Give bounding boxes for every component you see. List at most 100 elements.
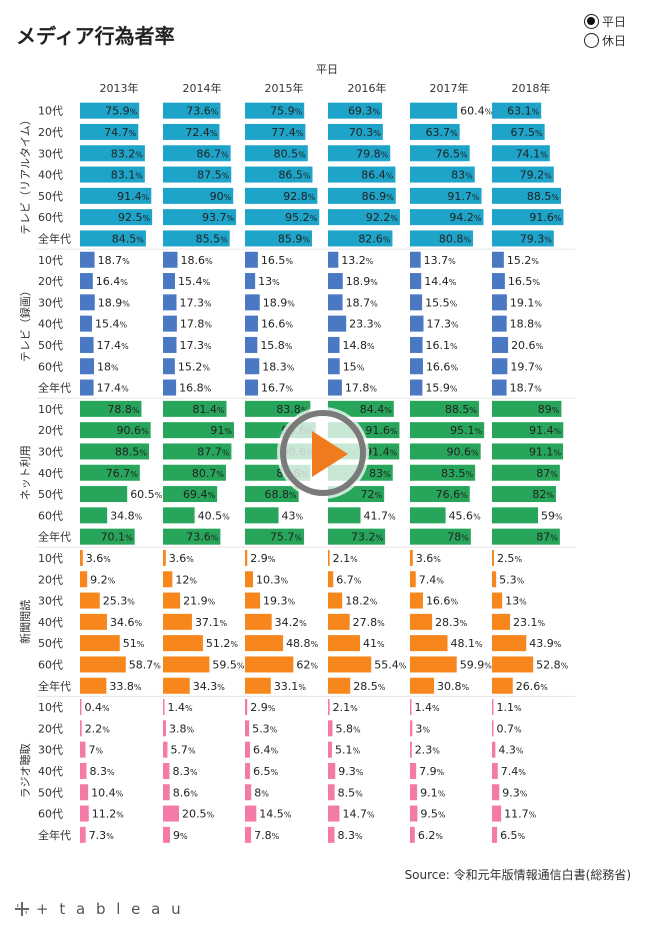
- radio-holiday-button[interactable]: [584, 33, 599, 48]
- data-label: 18.8%: [510, 318, 543, 331]
- data-label: 9.3%: [338, 765, 364, 778]
- data-label: 18.7%: [510, 382, 543, 395]
- data-label: 1.4%: [168, 701, 194, 714]
- data-label: 18.3%: [262, 360, 295, 373]
- bar: [492, 336, 509, 353]
- age-label: 50代: [38, 190, 63, 203]
- data-label: 91%: [210, 424, 232, 437]
- age-label: 50代: [38, 786, 63, 799]
- data-label: 93.7%: [202, 211, 235, 224]
- bar: [410, 400, 480, 417]
- bar: [328, 315, 347, 332]
- year-header: 2016年: [348, 81, 387, 95]
- data-label: 1.1%: [497, 701, 523, 714]
- bar: [163, 762, 170, 779]
- age-label: 40代: [38, 318, 63, 331]
- year-header: 2018年: [512, 81, 551, 95]
- bar: [492, 720, 494, 737]
- bar: [410, 741, 412, 758]
- data-label: 92.2%: [366, 211, 399, 224]
- data-label: 89%: [538, 403, 560, 416]
- bar: [410, 762, 417, 779]
- bar: [328, 826, 335, 843]
- data-label: 23.1%: [513, 616, 546, 629]
- data-label: 16.5%: [261, 254, 294, 267]
- data-label: 67.5%: [511, 126, 544, 139]
- radio-weekday-button[interactable]: [584, 14, 599, 29]
- group-label: 新聞閲読: [18, 600, 32, 644]
- data-label: 8.3%: [337, 829, 363, 842]
- group-label: ラジオ聴取: [19, 744, 32, 799]
- bar: [245, 145, 308, 162]
- data-label: 79.3%: [520, 232, 553, 245]
- data-label: 51.2%: [206, 637, 239, 650]
- data-label: 30.8%: [437, 680, 470, 693]
- data-label: 80.5%: [274, 147, 307, 160]
- bar: [80, 315, 93, 332]
- data-label: 9%: [173, 829, 188, 842]
- group-label: テレビ（リアルタイム）: [19, 114, 32, 235]
- bar: [328, 336, 340, 353]
- data-label: 63.7%: [426, 126, 459, 139]
- data-label: 6.7%: [336, 573, 362, 586]
- data-label: 12%: [175, 573, 197, 586]
- bar: [245, 720, 250, 737]
- bar: [245, 677, 271, 694]
- age-label: 20代: [38, 126, 63, 139]
- age-label: 20代: [38, 573, 63, 586]
- radio-holiday[interactable]: 休日: [584, 31, 626, 50]
- bar: [80, 358, 95, 375]
- bar: [163, 145, 231, 162]
- data-label: 8.5%: [338, 786, 364, 799]
- bar: [80, 677, 107, 694]
- bar: [163, 656, 210, 673]
- radio-weekday[interactable]: 平日: [584, 12, 626, 31]
- data-label: 76.5%: [436, 147, 469, 160]
- bar: [163, 400, 227, 417]
- data-label: 83%: [369, 467, 391, 480]
- data-label: 20.5%: [182, 808, 215, 821]
- bar: [163, 379, 177, 396]
- day-type-filter[interactable]: 平日 休日: [584, 12, 626, 50]
- data-label: 3.6%: [169, 552, 195, 565]
- data-label: 62%: [296, 658, 318, 671]
- data-label: 8%: [254, 786, 269, 799]
- tableau-logo[interactable]: + t a b l e a u: [14, 900, 184, 918]
- bar: [410, 464, 476, 481]
- bar: [163, 443, 232, 460]
- bar: [328, 294, 343, 311]
- data-label: 2.9%: [250, 701, 276, 714]
- data-label: 28.3%: [435, 616, 468, 629]
- bar: [245, 571, 254, 588]
- bar: [163, 166, 232, 183]
- age-label: 全年代: [38, 679, 71, 693]
- bar: [492, 315, 507, 332]
- data-label: 6.5%: [500, 829, 526, 842]
- bar: [80, 464, 140, 481]
- bar: [410, 230, 474, 247]
- bar: [328, 528, 386, 545]
- data-label: 72.4%: [185, 126, 218, 139]
- bar: [80, 145, 145, 162]
- bar: [492, 528, 560, 545]
- bar: [80, 613, 107, 630]
- bar: [245, 379, 259, 396]
- data-label: 10.4%: [91, 786, 124, 799]
- data-label: 18.9%: [346, 275, 379, 288]
- bar: [410, 826, 415, 843]
- data-label: 82.6%: [358, 232, 391, 245]
- data-label: 6.2%: [418, 829, 444, 842]
- tableau-logo-text: + t a b l e a u: [36, 900, 184, 918]
- data-label: 13.2%: [341, 254, 374, 267]
- age-label: 60代: [38, 360, 63, 373]
- data-label: 76.7%: [106, 467, 139, 480]
- data-label: 3.6%: [416, 552, 442, 565]
- bar: [328, 741, 332, 758]
- play-button[interactable]: [277, 407, 369, 499]
- radio-holiday-label: 休日: [602, 34, 627, 48]
- data-label: 10.3%: [256, 573, 289, 586]
- data-label: 20.6%: [511, 339, 544, 352]
- bar: [410, 720, 413, 737]
- data-label: 45.6%: [449, 509, 482, 522]
